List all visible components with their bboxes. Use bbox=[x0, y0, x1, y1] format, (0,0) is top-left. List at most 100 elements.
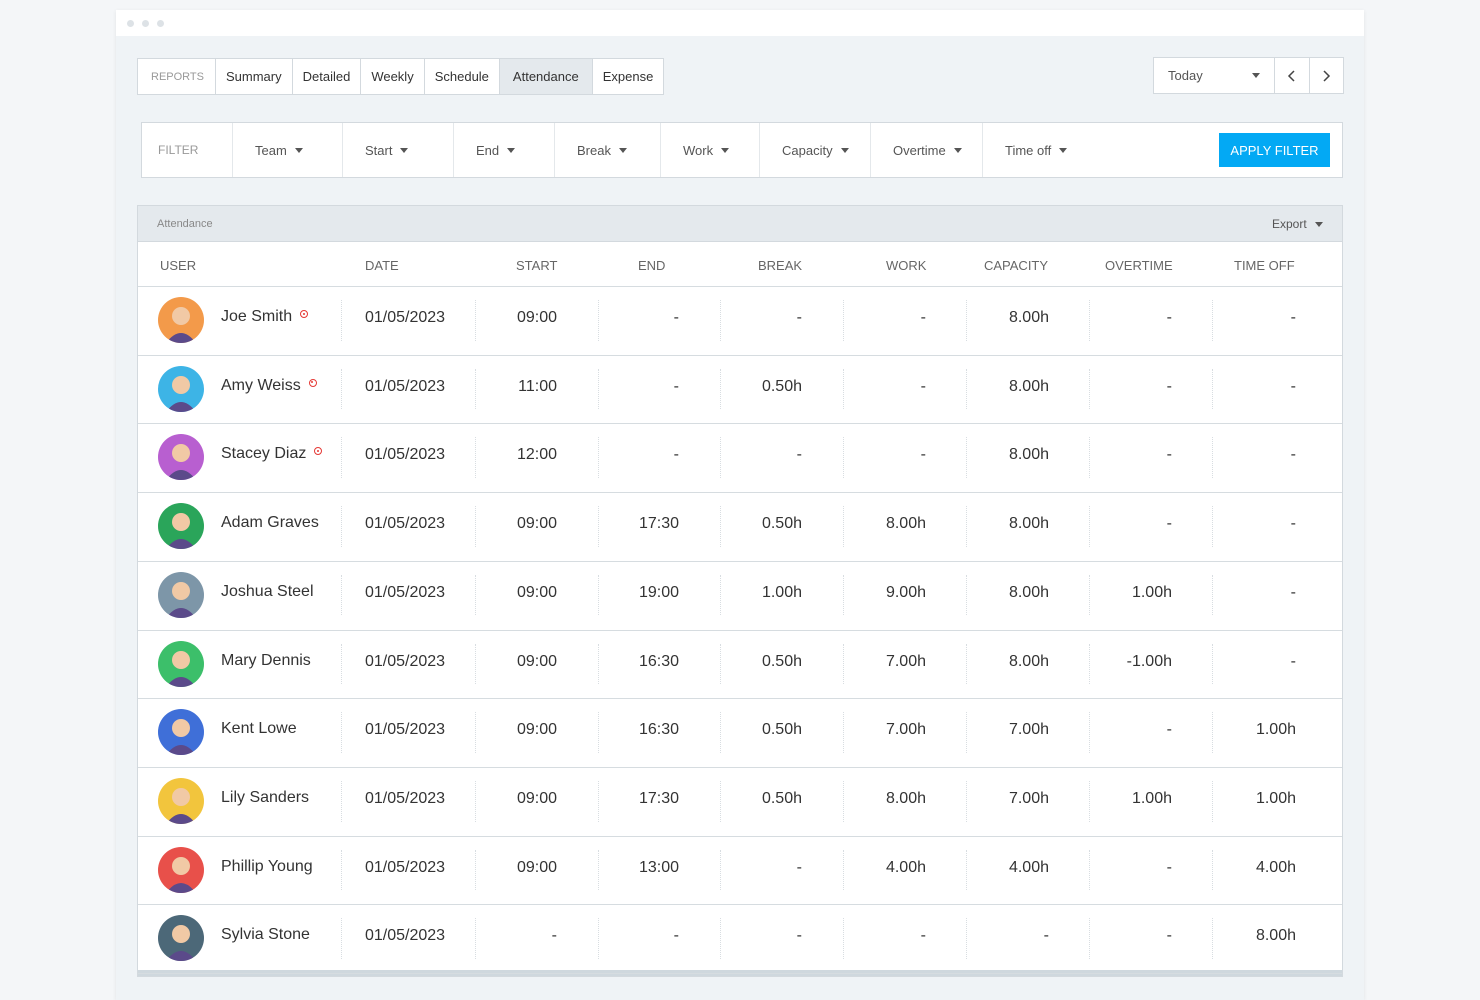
filter-dropdown[interactable]: End bbox=[453, 123, 554, 177]
table-cell: - bbox=[796, 309, 802, 326]
row-divider bbox=[138, 766, 1342, 768]
report-tab[interactable]: Summary bbox=[214, 59, 292, 94]
table-cell: - bbox=[673, 377, 679, 395]
filter-dropdown[interactable]: Capacity bbox=[759, 123, 870, 177]
column-separator bbox=[843, 300, 844, 341]
table-cell: 16:30 bbox=[638, 721, 679, 739]
row-divider bbox=[138, 629, 1342, 631]
window-bar bbox=[116, 10, 1364, 36]
filter-dropdown[interactable]: Work bbox=[660, 123, 759, 177]
row-divider bbox=[138, 492, 1342, 494]
column-separator bbox=[1089, 506, 1090, 547]
export-button[interactable]: Export bbox=[1272, 217, 1323, 231]
user-name: Joshua Steel bbox=[221, 582, 314, 602]
caret bbox=[1059, 147, 1068, 153]
column-separator bbox=[966, 506, 967, 547]
column-separator bbox=[341, 300, 342, 341]
table-cell: - bbox=[673, 927, 679, 945]
table-cell: 09:00 bbox=[516, 858, 557, 876]
column-separator bbox=[1089, 574, 1090, 616]
user-name: Amy Weiss bbox=[221, 376, 317, 396]
column-header: USER bbox=[160, 258, 197, 273]
table-cell: - bbox=[796, 446, 802, 464]
filter-dropdown[interactable]: Overtime bbox=[870, 123, 982, 177]
table-cell: 8.00h bbox=[1008, 309, 1049, 326]
table-cell: - bbox=[1290, 652, 1296, 670]
column-separator bbox=[966, 300, 967, 341]
window: REPORTS Summary Detailed Weekly Schedule Att… bbox=[116, 10, 1364, 1000]
user-avatar bbox=[158, 915, 204, 962]
column-separator bbox=[475, 712, 476, 753]
column-separator bbox=[598, 780, 599, 822]
tabs-label: REPORTS bbox=[151, 70, 204, 83]
column-separator bbox=[341, 780, 342, 822]
next-icon bbox=[1323, 69, 1331, 82]
date-label: Today bbox=[1168, 68, 1203, 83]
table-cell: 19:00 bbox=[638, 583, 679, 601]
column-separator bbox=[843, 918, 844, 959]
row-divider bbox=[138, 835, 1342, 837]
user-avatar bbox=[158, 640, 204, 687]
table-cell: 01/05/2023 bbox=[365, 377, 446, 395]
user-name: Lily Sanders bbox=[221, 788, 309, 808]
column-header: OVERTIME bbox=[1105, 258, 1173, 273]
column-separator bbox=[598, 712, 599, 753]
table-cell: 09:00 bbox=[516, 789, 557, 807]
report-tab[interactable]: Attendance bbox=[498, 59, 592, 94]
next-button[interactable] bbox=[1308, 58, 1343, 93]
column-separator bbox=[843, 437, 844, 479]
table-cell: 0.50h bbox=[761, 721, 802, 739]
prev-button[interactable] bbox=[1274, 58, 1308, 93]
table-cell: 16:30 bbox=[638, 652, 679, 670]
user-name-text: Kent Lowe bbox=[221, 720, 297, 738]
report-tab[interactable]: Detailed bbox=[291, 59, 361, 94]
date-select[interactable]: Today bbox=[1154, 58, 1274, 93]
column-separator bbox=[475, 780, 476, 822]
export-label: Export bbox=[1272, 217, 1307, 231]
table-cell: 4.00h bbox=[1255, 858, 1296, 876]
column-separator bbox=[720, 300, 721, 341]
apply-filter-button[interactable]: APPLY FILTER bbox=[1219, 133, 1330, 167]
column-separator bbox=[1089, 643, 1090, 685]
filter-dropdown[interactable]: Time off bbox=[982, 123, 1093, 177]
table-cell: - bbox=[1290, 583, 1296, 601]
column-separator bbox=[341, 849, 342, 891]
column-separator bbox=[843, 849, 844, 891]
report-tab[interactable]: Weekly bbox=[360, 59, 423, 94]
table-cell: 0.50h bbox=[761, 515, 802, 533]
column-separator bbox=[966, 368, 967, 410]
column-separator bbox=[1212, 918, 1213, 959]
column-separator bbox=[720, 506, 721, 547]
user-name: Kent Lowe bbox=[221, 719, 297, 739]
prev-icon bbox=[1287, 69, 1295, 82]
report-tab[interactable]: Schedule bbox=[423, 59, 499, 94]
table-cell: 9.00h bbox=[885, 583, 926, 601]
table-cell: - bbox=[1290, 309, 1296, 326]
filter-dropdown[interactable]: Break bbox=[554, 123, 660, 177]
row-divider bbox=[138, 973, 1342, 974]
filter-dropdown-label: Time off bbox=[1005, 142, 1052, 158]
user-name-text: Joe Smith bbox=[221, 308, 293, 325]
column-separator bbox=[341, 506, 342, 547]
column-separator bbox=[720, 368, 721, 410]
user-name-text: Phillip Young bbox=[221, 857, 313, 875]
user-avatar bbox=[158, 297, 204, 343]
user-name-text: Joshua Steel bbox=[221, 582, 314, 600]
filter-label: FILTER bbox=[158, 143, 199, 157]
column-separator bbox=[843, 368, 844, 410]
user-name: Stacey Diaz bbox=[221, 444, 323, 464]
caret bbox=[1314, 222, 1323, 228]
filter-dropdown-label: Team bbox=[255, 142, 287, 158]
table-cell: 13:00 bbox=[638, 858, 679, 876]
table-cell: - bbox=[796, 858, 802, 876]
report-tab[interactable]: Expense bbox=[591, 59, 664, 94]
table-cell: - bbox=[1166, 446, 1172, 464]
column-separator bbox=[966, 643, 967, 685]
filter-dropdown[interactable]: Start bbox=[342, 123, 453, 177]
table-cell: 09:00 bbox=[516, 515, 557, 533]
row-divider bbox=[138, 423, 1342, 425]
table-cell: 1.00h bbox=[1255, 789, 1296, 807]
table-cell: - bbox=[1290, 446, 1296, 464]
column-separator bbox=[1212, 643, 1213, 685]
filter-dropdown[interactable]: Team bbox=[232, 123, 342, 177]
